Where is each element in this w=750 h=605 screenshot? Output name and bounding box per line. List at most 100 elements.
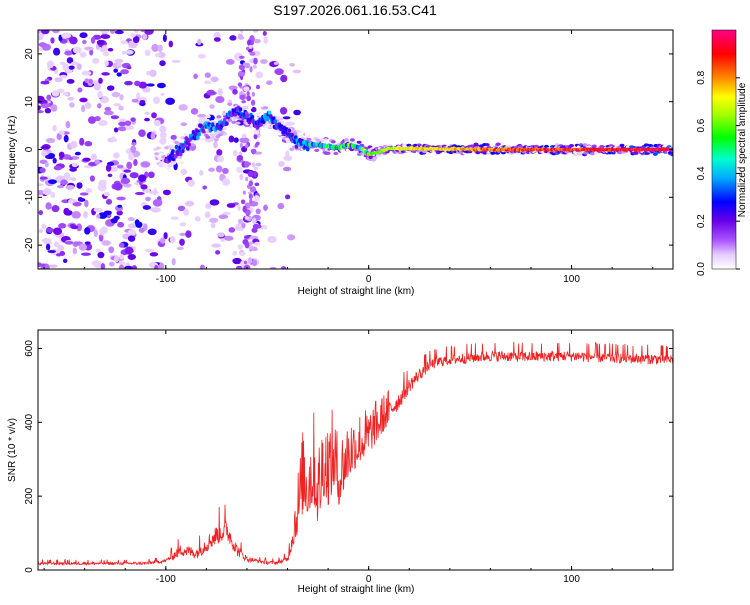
spectrogram-cell [281, 121, 286, 124]
spectrogram-cell [80, 192, 89, 195]
x-tick-label: -100 [156, 274, 176, 285]
spectrogram-cell [109, 262, 115, 267]
spectrogram-cell [117, 72, 122, 76]
spectrogram-cell [117, 205, 122, 208]
spectrogram-cell [185, 201, 194, 207]
spectrogram-cell [241, 100, 245, 103]
spectrogram-cell [253, 224, 260, 229]
spectrogram-cell [118, 126, 127, 131]
spectrogram-cell [132, 99, 139, 103]
spectrogram-cell [240, 143, 243, 148]
spectrogram-cell [83, 158, 91, 162]
spectrogram-cell [83, 211, 88, 219]
spectrogram-cell [179, 233, 186, 236]
spectrogram-cell [278, 161, 285, 167]
spectrogram-cell [117, 60, 122, 67]
spectrogram-cell [92, 58, 99, 64]
spectrogram-cell [183, 209, 189, 216]
spectrogram-cell [227, 103, 232, 106]
snr-xlabel: Height of straight line (km) [298, 584, 415, 595]
spectrogram-cell [287, 234, 295, 240]
spectrogram-cell [280, 75, 287, 82]
spectrogram-cell [252, 260, 257, 267]
spectrogram-cell [197, 132, 201, 136]
spectrogram-cell [102, 45, 107, 52]
spectrogram-cell [246, 113, 250, 117]
spectrogram-cell [254, 242, 260, 246]
spectrogram-cell [71, 141, 78, 149]
spectrogram-cell [210, 199, 220, 205]
spectrogram-cell [285, 194, 290, 199]
spectrogram-cell [592, 145, 597, 148]
spectrogram-cell [133, 159, 138, 166]
y-tick-label: 600 [24, 340, 35, 357]
spectrogram-cell [376, 155, 381, 158]
spectrogram-cell [163, 34, 167, 42]
spectrogram-cell [119, 94, 123, 100]
spectrogram-cell [66, 121, 71, 129]
spectrogram-cell [114, 183, 123, 191]
spectrogram-cell [59, 130, 65, 135]
spectrogram-cell [117, 165, 124, 169]
spectrogram-cell [155, 53, 161, 57]
spectrogram-cell [293, 70, 302, 74]
spectrogram-cell [241, 199, 245, 204]
spectrogram-cell [84, 227, 90, 234]
spectrogram-cell [125, 50, 133, 55]
y-tick-label: -20 [24, 237, 35, 252]
spectrogram-cell [231, 121, 236, 124]
spectrogram-cell [68, 157, 73, 160]
spectrogram-cell [89, 79, 93, 83]
spectrogram-cell [263, 36, 268, 43]
spectrogram-cell [135, 192, 145, 195]
spectrogram-cell [213, 141, 217, 148]
spectrogram-cell [260, 59, 268, 64]
spectrogram-cell [113, 152, 120, 158]
spectrogram-cell [171, 149, 175, 153]
spectrogram-cell [205, 72, 211, 78]
spectrogram-cell [51, 192, 56, 198]
spectrogram-cell [224, 236, 234, 241]
spectrogram-cell [117, 222, 124, 228]
spectrogram-cell [98, 183, 107, 191]
colorbar-tick-label: 0.0 [696, 262, 707, 276]
spectrogram-cell [94, 208, 103, 212]
spectrogram-cell [128, 217, 135, 221]
spectrogram-cell [39, 47, 43, 51]
spectrogram-cell [127, 66, 132, 70]
y-tick-label: 200 [24, 487, 35, 504]
spectrogram-cell [50, 37, 54, 43]
spectrogram-cell [200, 264, 205, 270]
spectrogram-cell [263, 31, 267, 36]
spectrogram-cell [149, 191, 159, 195]
spectrogram-cell [60, 75, 67, 79]
spectrogram-cell [84, 200, 88, 207]
spectrogram-cell [119, 264, 124, 271]
spectrogram-cell [98, 78, 103, 84]
spectrogram-cell [91, 37, 95, 44]
spectrogram-cell [217, 232, 225, 237]
spectrogram-cell [54, 165, 62, 170]
spectrogram-cell [191, 108, 199, 115]
spectrogram-cell [35, 110, 44, 113]
spectrogram-cell [177, 156, 182, 159]
spectrogram-cell [276, 116, 281, 119]
spectrogram-cell [252, 162, 256, 167]
spectrogram-cell [156, 147, 161, 150]
spectrogram-cell [63, 259, 67, 263]
spectrogram-cell [40, 81, 49, 85]
spectrogram-cell [73, 248, 77, 255]
spectrogram-cell [206, 115, 211, 118]
spectrogram-cell [209, 218, 218, 223]
spectrogram-cell [119, 261, 126, 264]
spectrogram-cell [124, 81, 133, 85]
spectrogram-cell [197, 39, 201, 45]
spectrogram-cell [170, 236, 176, 243]
spectrogram-cell [125, 125, 134, 130]
spectrogram-cell [171, 217, 179, 220]
spectrogram-cell [314, 149, 319, 152]
spectrogram-cell [177, 247, 184, 250]
spectrogram-cell [256, 163, 261, 167]
spectrogram-cell [134, 81, 140, 87]
spectrogram-cell [46, 138, 55, 143]
